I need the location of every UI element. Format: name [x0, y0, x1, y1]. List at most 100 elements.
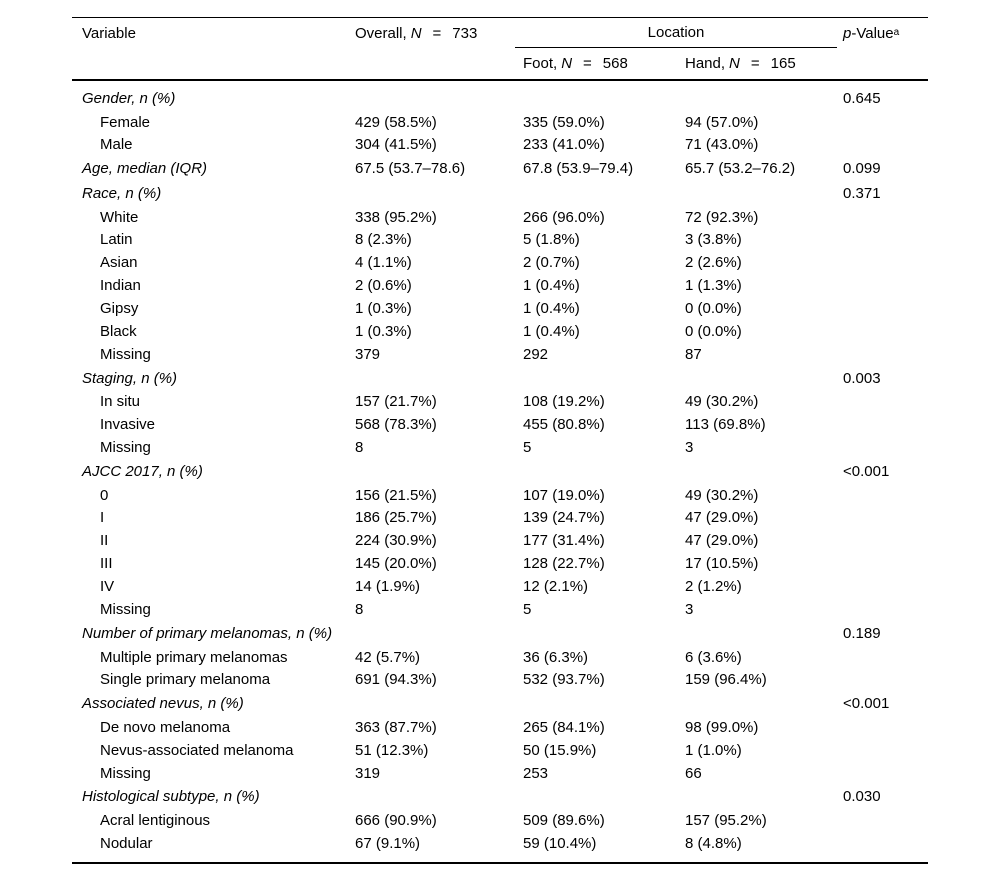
cell-foot: 36 (6.3%): [523, 648, 589, 666]
cell-variable: I: [100, 509, 105, 527]
cell-hand: 0 (0.0%): [685, 322, 742, 340]
cell-variable: Missing: [100, 601, 151, 619]
cell-variable: Gender, n (%): [82, 89, 176, 107]
cell-hand: 1 (1.0%): [685, 741, 742, 759]
table-row: AJCC 2017, n (%) <0.001: [72, 459, 928, 484]
cell-pvalue: 0.030: [843, 788, 881, 806]
cell-foot: 107 (19.0%): [523, 486, 605, 504]
cell-overall: 4 (1.1%): [355, 254, 412, 272]
header-foot-text: Foot,: [523, 55, 558, 72]
cell-hand: 3: [685, 601, 694, 619]
header-overall-equals: =: [432, 24, 442, 42]
cell-hand: 3 (3.8%): [685, 231, 742, 249]
cell-foot: 139 (24.7%): [523, 509, 605, 527]
cell-overall: 1 (0.3%): [355, 300, 412, 318]
table-row: Missing 8 5 3: [72, 598, 928, 621]
header-overall-count: 733: [452, 24, 478, 42]
cell-overall: 14 (1.9%): [355, 578, 421, 596]
cell-hand: 113 (69.8%): [685, 416, 766, 434]
cell-variable: Missing: [100, 345, 151, 363]
cell-overall: 156 (21.5%): [355, 486, 437, 504]
cell-hand: 65.7 (53.2–76.2): [685, 160, 796, 178]
cell-hand: 87: [685, 345, 702, 363]
table-row: 0 156 (21.5%) 107 (19.0%) 49 (30.2%): [72, 484, 928, 507]
table-row: IV 14 (1.9%) 12 (2.1%) 2 (1.2%): [72, 575, 928, 598]
cell-foot: 335 (59.0%): [523, 113, 605, 131]
cell-variable: Indian: [100, 277, 141, 295]
table-row: Gender, n (%) 0.645: [72, 86, 928, 111]
cell-overall: 67 (9.1%): [355, 835, 421, 853]
cell-variable: Single primary melanoma: [100, 671, 271, 689]
cell-variable: Associated nevus, n (%): [82, 695, 244, 713]
cell-foot: 5: [523, 601, 532, 619]
table-row: Multiple primary melanomas 42 (5.7%) 36 …: [72, 646, 928, 669]
cell-pvalue: 0.189: [843, 624, 881, 642]
cell-foot: 1 (0.4%): [523, 300, 580, 318]
table-row: Indian 2 (0.6%) 1 (0.4%) 1 (1.3%): [72, 274, 928, 297]
table-row: Missing 319 253 66: [72, 762, 928, 785]
cell-overall: 691 (94.3%): [355, 671, 437, 689]
table-row: White 338 (95.2%) 266 (96.0%) 72 (92.3%): [72, 206, 928, 229]
header-foot: Foot, N = 568: [523, 48, 685, 79]
cell-variable: Race, n (%): [82, 184, 162, 202]
cell-variable: Missing: [100, 764, 151, 782]
cell-variable: Staging, n (%): [82, 369, 178, 387]
cell-overall: 363 (87.7%): [355, 718, 437, 736]
header-hand-n: N: [729, 55, 740, 72]
cell-variable: Asian: [100, 254, 138, 272]
cell-foot: 108 (19.2%): [523, 393, 605, 411]
cell-foot: 292: [523, 345, 549, 363]
cell-hand: 1 (1.3%): [685, 277, 742, 295]
header-hand-equals: =: [750, 55, 760, 72]
cell-hand: 2 (1.2%): [685, 578, 742, 596]
cell-variable: Multiple primary melanomas: [100, 648, 288, 666]
header-foot-n: N: [561, 55, 573, 72]
cell-hand: 3: [685, 439, 694, 457]
cell-overall: 379: [355, 345, 381, 363]
cell-pvalue: <0.001: [843, 462, 890, 480]
cell-pvalue: 0.099: [843, 160, 881, 178]
table-row: Female 429 (58.5%) 335 (59.0%) 94 (57.0%…: [72, 111, 928, 134]
table-row: Nodular 67 (9.1%) 59 (10.4%) 8 (4.8%): [72, 832, 928, 855]
table-row: Race, n (%) 0.371: [72, 181, 928, 206]
header-foot-equals: =: [583, 55, 592, 72]
cell-foot: 177 (31.4%): [523, 532, 605, 550]
cell-variable: IV: [100, 578, 115, 596]
cell-foot: 128 (22.7%): [523, 555, 605, 573]
cell-overall: 1 (0.3%): [355, 322, 412, 340]
header-pvalue: p -Value a: [843, 24, 900, 42]
cell-overall: 42 (5.7%): [355, 648, 421, 666]
cell-foot: 5 (1.8%): [523, 231, 580, 249]
table-row: Latin 8 (2.3%) 5 (1.8%) 3 (3.8%): [72, 228, 928, 251]
cell-foot: 50 (15.9%): [523, 741, 597, 759]
cell-hand: 2 (2.6%): [685, 254, 742, 272]
cell-variable: 0: [100, 486, 109, 504]
cell-hand: 98 (99.0%): [685, 718, 759, 736]
cell-foot: 455 (80.8%): [523, 416, 605, 434]
cell-variable: Male: [100, 136, 133, 154]
cell-variable: Nodular: [100, 835, 153, 853]
cell-overall: 429 (58.5%): [355, 113, 437, 131]
cell-variable: Female: [100, 113, 151, 131]
cell-foot: 1 (0.4%): [523, 277, 580, 295]
cell-variable: Histological subtype, n (%): [82, 788, 260, 806]
table-row: Number of primary melanomas, n (%) 0.189: [72, 621, 928, 646]
cell-foot: 265 (84.1%): [523, 718, 605, 736]
table-row: Gipsy 1 (0.3%) 1 (0.4%) 0 (0.0%): [72, 297, 928, 320]
cell-foot: 1 (0.4%): [523, 322, 580, 340]
cell-foot: 59 (10.4%): [523, 835, 597, 853]
cell-overall: 319: [355, 764, 381, 782]
cell-foot: 253: [523, 764, 549, 782]
cell-hand: 71 (43.0%): [685, 136, 759, 154]
table-row: I 186 (25.7%) 139 (24.7%) 47 (29.0%): [72, 507, 928, 530]
cell-overall: 8: [355, 439, 364, 457]
cell-hand: 47 (29.0%): [685, 509, 759, 527]
cell-variable: AJCC 2017, n (%): [82, 462, 203, 480]
cell-hand: 94 (57.0%): [685, 113, 759, 131]
cell-overall: 8: [355, 601, 364, 619]
cell-hand: 49 (30.2%): [685, 393, 759, 411]
cell-hand: 47 (29.0%): [685, 532, 759, 550]
table-row: Missing 379 292 87: [72, 343, 928, 366]
cell-foot: 5: [523, 439, 532, 457]
table-row: Missing 8 5 3: [72, 436, 928, 459]
